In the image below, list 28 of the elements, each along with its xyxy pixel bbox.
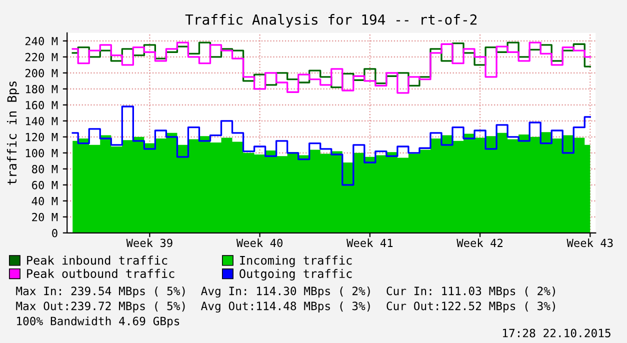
- y-tick-label: 0: [52, 228, 58, 238]
- y-tick-label: 80 M: [32, 164, 58, 174]
- y-axis-title: traffic in Bps: [6, 81, 20, 185]
- y-tick-label: 40 M: [32, 196, 58, 206]
- text: 100% Bandwidth 4.69 GBps: [17, 316, 180, 328]
- chart-title: Traffic Analysis for 194 -- rt-of-2: [185, 14, 477, 28]
- text: Max In: 239.54 MBps ( 5%) Avg In: 114.30 MBps ( 2%) Cur In: 111.03 MBps ( 2%): [16, 286, 555, 298]
- y-tick-label: 200 M: [25, 68, 58, 78]
- x-tick-label: Week 43: [566, 238, 613, 248]
- y-tick-label: 20 M: [32, 212, 58, 222]
- x-tick-label: Week 41: [346, 238, 393, 248]
- y-tick-label: 140 M: [26, 116, 58, 126]
- x-tick-label: Week 39: [126, 238, 172, 248]
- text: 17:28 22.10.2015: [502, 328, 610, 338]
- legend-label: Peak outbound traffic: [27, 268, 174, 278]
- y-tick-label: 120 M: [26, 132, 58, 142]
- y-tick-label: 180 M: [26, 84, 58, 94]
- legend-label: Incoming traffic: [240, 256, 352, 268]
- x-tick-label: Week 42: [456, 238, 502, 248]
- y-tick-label: 240 M: [25, 36, 58, 46]
- legend-label: Peak inbound traffic: [27, 256, 168, 265]
- legend-label: Outgoing traffic: [240, 268, 352, 280]
- x-tick-label: Week 40: [236, 238, 282, 248]
- y-tick-label: 220 M: [25, 52, 58, 62]
- y-tick-label: 160 M: [26, 100, 58, 110]
- text: Max Out:239.72 MBps ( 5%) Avg Out:114.48 MBps ( 3%) Cur Out:122.52 MBps ( 3%): [16, 301, 555, 313]
- y-tick-label: 60 M: [32, 180, 58, 190]
- y-tick-label: 100 M: [26, 148, 58, 158]
